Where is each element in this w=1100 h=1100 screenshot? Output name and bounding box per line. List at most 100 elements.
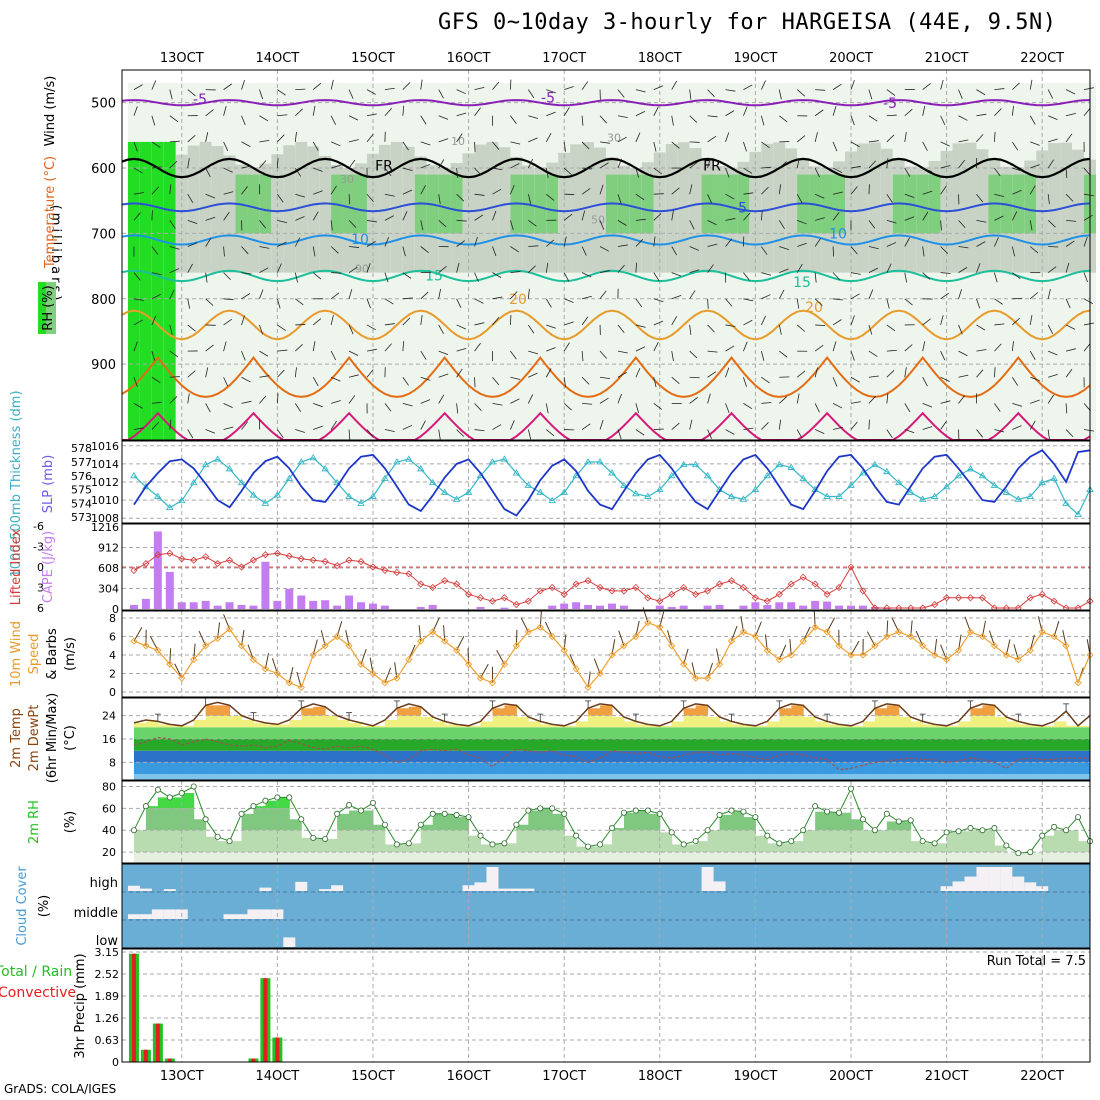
wind-barb [760,115,765,126]
temp-band-cell [1066,725,1079,728]
temp-band-cell [205,750,219,763]
wind-barb [994,193,1005,198]
temp-band-cell [659,762,673,775]
temp-band-cell [695,715,709,728]
wind-barb [259,160,267,169]
rh-band-cell [803,852,816,863]
rh-cell [880,148,893,273]
rh-band-cell [337,852,350,863]
rh-marker [692,838,699,845]
wind-barb [850,640,860,656]
cloud-cell [295,881,308,891]
rh-band-cell [564,835,577,853]
wind-barb [133,377,138,387]
wind-barb [295,216,305,221]
lifted-index-marker [680,583,688,592]
lifted-index-marker [763,597,771,605]
cloud-vgrid [181,864,1043,948]
temp-band-cell [958,727,971,739]
rh-band-cell [839,852,852,863]
wind-barb [1029,115,1036,125]
wind-barb [474,86,485,91]
rh-band-cell [265,800,278,809]
rh-marker [178,790,185,797]
wind-barb [420,163,431,169]
temp-band-cell [1054,774,1067,780]
slp-tick-label: 1010 [91,494,119,507]
time-label-bottom: 15OCT [351,1069,395,1084]
cape-bar [799,605,808,609]
li-tick-label: 3 [37,582,44,595]
temp-band-cell [898,717,912,728]
rh-marker [429,810,436,817]
temp-band-cell [755,727,768,739]
temp-band-cell [588,739,601,751]
wind-barb [312,82,322,90]
wind-speed-marker [249,655,258,664]
rh-band-cell [384,844,398,853]
rh-marker [991,825,998,832]
wind-barb [384,193,395,197]
li-tick-label: -3 [33,541,44,554]
cloud-row-label: high [90,876,118,891]
wind-barb [223,318,233,326]
wind-barb [1083,87,1094,91]
wind-barb [330,350,337,361]
rh-band-cell [145,806,159,809]
rh-cell [546,174,559,234]
cloud-cell [510,888,523,891]
thickness-marker [154,492,162,499]
rh-marker [931,840,938,847]
wind-tick-label: 6 [109,631,116,644]
lifted-index-marker [775,590,783,598]
wind-speed-marker [931,651,939,659]
temp-band-cell [683,774,697,780]
rh-marker [943,829,950,836]
wind-barb [617,350,628,354]
wind-speed-marker [333,632,341,641]
temp-band-cell [994,774,1007,780]
wind-barb [599,270,610,274]
rh-band-cell [815,852,828,863]
wind-barb [1083,107,1091,117]
lifted-index-marker [369,563,377,571]
rh-band-cell [265,808,278,831]
wind-barb [976,324,986,331]
wind-barb [581,115,584,126]
wind-barb [581,210,586,221]
temp-band-cell [384,719,398,728]
temp-band-cell [576,762,589,775]
wind-barb [187,324,196,332]
wind-barb [1083,403,1091,412]
wind-barb [205,429,216,434]
temp-band-cell [145,762,159,775]
wind-barb [994,215,1004,221]
time-label-top: 15OCT [351,51,395,66]
precip-convective-bar [275,1037,280,1062]
wind-speed-marker [739,628,748,636]
rh-contour-label: 30 [607,131,621,144]
lifted-index-marker [357,557,365,566]
rh-band-cell [528,852,541,863]
wind-barb [976,298,981,309]
rh-band-cell [492,844,505,853]
rh-cell [1048,143,1061,273]
temp-band-cell [922,739,936,751]
temp-band-cell [420,774,434,780]
temp-band-cell [408,762,422,775]
wind-barb [689,220,695,230]
wind-barb [330,79,334,90]
temp-band-cell [396,774,410,780]
wind-barb [313,190,323,195]
wind-barb [761,166,772,169]
slp-line [133,449,1091,517]
temp-band-cell [839,762,852,775]
rh-band-cell [552,830,565,853]
rh-band-cell [635,852,649,863]
wind-barb [1048,138,1058,143]
cloud-axis-label-1: Cloud Cover [15,866,30,946]
wind-barb [456,168,459,179]
wind-barb [850,350,855,361]
rh-band-cell [396,844,410,853]
rh-marker [525,807,532,814]
